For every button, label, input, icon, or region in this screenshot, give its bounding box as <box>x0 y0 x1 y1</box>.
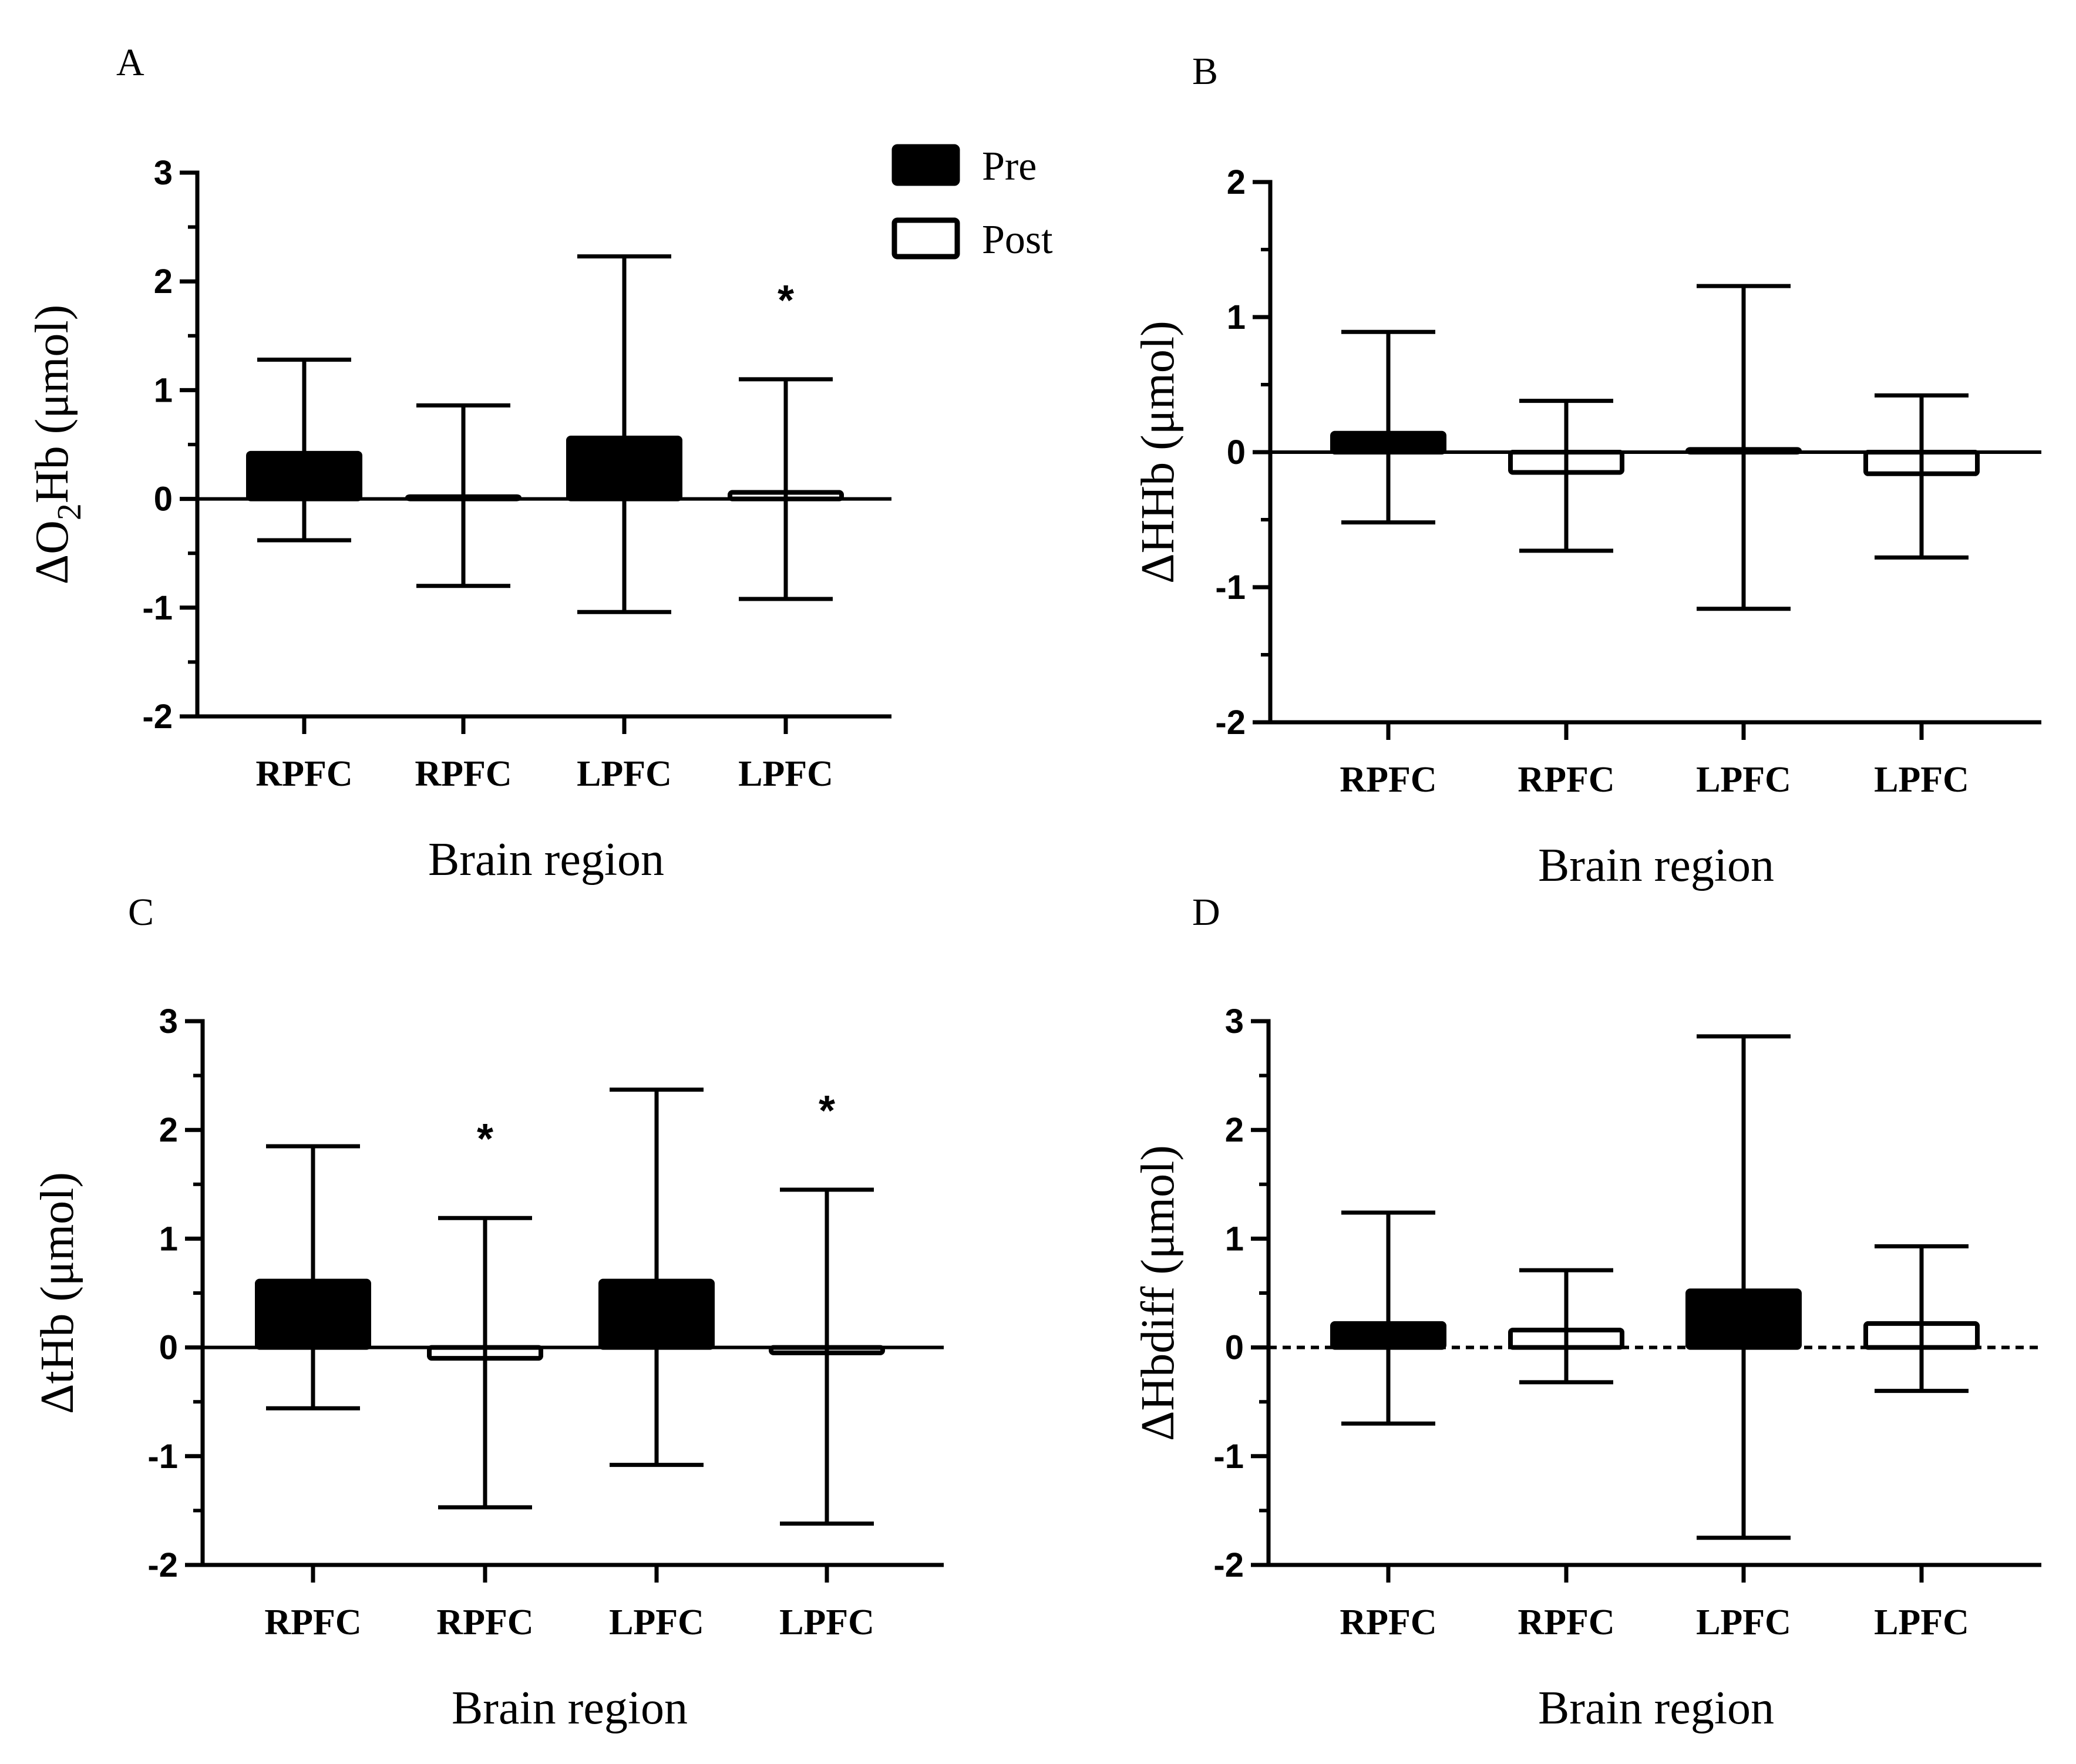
legend-label: Post <box>982 217 1053 262</box>
chart-panel-c: C -2 -1 0 1 2 3 RPFC RPFC * LPFC LPFC * Brain region Δ… <box>32 891 944 1734</box>
x-tick-label: LPFC <box>1696 1603 1791 1642</box>
panel-letter: C <box>128 891 154 934</box>
x-tick-label: RPFC <box>264 1603 361 1642</box>
y-axis-title: ΔHHb (μmol) <box>1132 321 1184 584</box>
x-tick-label: RPFC <box>1518 760 1614 800</box>
y-tick-label: -2 <box>1215 703 1246 742</box>
y-tick-label: -1 <box>142 589 173 627</box>
x-axis-title: Brain region <box>452 1682 688 1734</box>
y-tick-label: -1 <box>1213 1438 1244 1476</box>
y-tick-label: -2 <box>147 1546 178 1584</box>
chart-panel-b: B -2 -1 0 1 2 RPFC RPFC LPFC LPFC Brain region ΔHHb… <box>1132 50 2041 891</box>
y-tick-label: -1 <box>1215 568 1246 607</box>
x-axis-title: Brain region <box>1538 1682 1774 1734</box>
x-tick-label: LPFC <box>1874 1603 1969 1642</box>
y-tick-label: 2 <box>154 262 173 301</box>
x-tick-label: LPFC <box>577 754 672 794</box>
x-tick-label: LPFC <box>1874 760 1969 800</box>
x-tick-label: RPFC <box>1518 1603 1614 1642</box>
panel-letter: A <box>116 41 144 84</box>
x-tick-label: RPFC <box>1340 760 1436 800</box>
significance-marker: * <box>477 1116 493 1163</box>
legend-swatch-pre <box>891 144 960 186</box>
x-tick-label: RPFC <box>436 1603 533 1642</box>
x-axis-title: Brain region <box>428 834 664 886</box>
chart-panel-d: D -2 -1 0 1 2 3 RPFC RPFC LPFC LPFC Brain region ΔHb… <box>1132 891 2041 1734</box>
x-tick-label: LPFC <box>609 1603 704 1642</box>
y-axis-title: ΔO2Hb (μmol) <box>26 305 88 585</box>
y-tick-label: 3 <box>159 1002 178 1041</box>
y-tick-label: 1 <box>154 371 173 409</box>
y-tick-label: 2 <box>1227 163 1246 201</box>
panel-letter: B <box>1192 50 1218 93</box>
y-tick-label: 2 <box>159 1111 178 1149</box>
x-tick-label: RPFC <box>255 754 352 794</box>
legend: Pre Post <box>891 144 1053 262</box>
y-tick-label: -1 <box>147 1438 178 1476</box>
y-tick-label: 3 <box>1225 1002 1244 1041</box>
y-tick-label: 1 <box>159 1220 178 1258</box>
y-tick-label: 0 <box>1227 433 1246 472</box>
y-tick-label: 2 <box>1225 1111 1244 1149</box>
x-tick-label: LPFC <box>1696 760 1791 800</box>
x-tick-label: RPFC <box>1340 1603 1436 1642</box>
y-tick-label: 1 <box>1225 1220 1244 1258</box>
y-tick-label: -2 <box>1213 1546 1244 1584</box>
x-tick-label: LPFC <box>738 754 833 794</box>
x-axis-title: Brain region <box>1538 840 1774 891</box>
y-tick-label: 3 <box>154 154 173 192</box>
legend-label: Pre <box>982 144 1037 189</box>
x-tick-label: LPFC <box>779 1603 874 1642</box>
x-tick-label: RPFC <box>415 754 512 794</box>
y-axis-title: ΔtHb (μmol) <box>32 1172 83 1414</box>
significance-marker: * <box>778 277 794 324</box>
y-tick-label: 1 <box>1227 298 1246 336</box>
significance-marker: * <box>819 1088 835 1135</box>
y-tick-label: -2 <box>142 698 173 736</box>
legend-swatch-post <box>891 217 960 260</box>
chart-panel-a: A -2 -1 0 1 2 3 RPFC RPFC LPFC LPFC * Brain region ΔO… <box>26 41 891 886</box>
y-tick-label: 0 <box>159 1329 178 1367</box>
y-tick-label: 0 <box>1225 1329 1244 1367</box>
panel-letter: D <box>1192 891 1220 934</box>
y-axis-title: ΔHbdiff (μmol) <box>1132 1145 1184 1441</box>
y-tick-label: 0 <box>154 480 173 519</box>
